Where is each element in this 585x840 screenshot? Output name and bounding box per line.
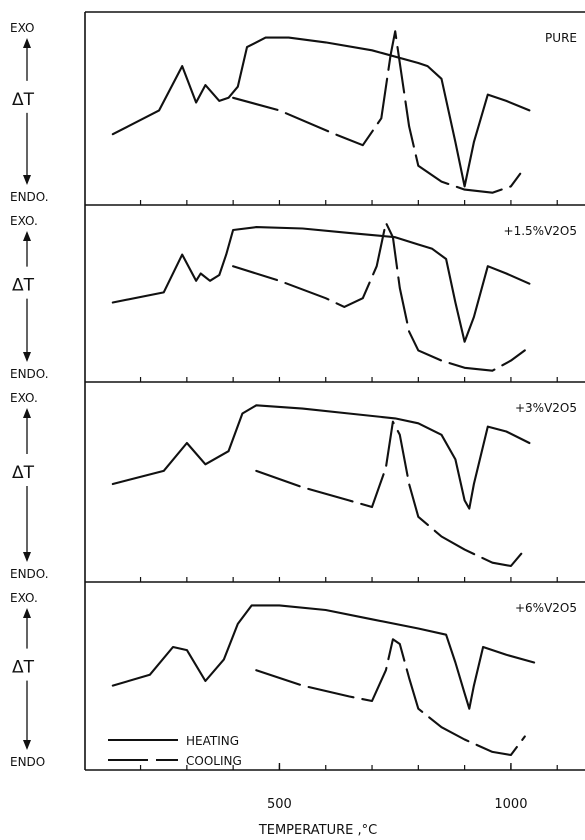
panel-4: EXO. ΔT ENDO +6%V2O5 <box>10 581 585 771</box>
cooling-curve <box>255 638 526 757</box>
heating-curve <box>111 226 531 343</box>
exo-label: EXO <box>10 21 34 35</box>
exo-arrowhead <box>23 608 31 618</box>
panel-label: +3%V2O5 <box>515 401 577 415</box>
cooling-curve <box>232 30 522 194</box>
panel-2: EXO. ΔT ENDO. +1.5%V2O5 <box>10 204 585 382</box>
legend-label-heating: HEATING <box>186 734 239 748</box>
panel-1: EXO ΔT ENDO. PURE <box>10 11 585 205</box>
exo-label: EXO. <box>10 591 38 605</box>
endo-label: ENDO. <box>10 367 49 381</box>
endo-arrowhead <box>23 352 31 362</box>
heating-curve <box>111 404 531 510</box>
endo-arrowhead <box>23 552 31 562</box>
delta-t-label: ΔT <box>12 463 35 483</box>
endo-label: ENDO <box>10 755 45 769</box>
exo-arrowhead <box>23 408 31 418</box>
endo-arrowhead <box>23 740 31 750</box>
legend: HEATING COOLING <box>108 734 242 768</box>
legend-label-cooling: COOLING <box>186 754 242 768</box>
panels: EXO ΔT ENDO. PURE EXO. ΔT ENDO. +1.5%V2O5 EXO. ΔT… <box>10 11 585 771</box>
x-axis: 500 1000 TEMPERATURE ,°C <box>258 763 527 838</box>
endo-label: ENDO. <box>10 567 49 581</box>
delta-t-label: ΔT <box>12 90 35 110</box>
x-tick-label: 500 <box>267 797 292 812</box>
delta-t-label: ΔT <box>12 658 35 678</box>
endo-label: ENDO. <box>10 190 49 204</box>
exo-label: EXO. <box>10 391 38 405</box>
cooling-curve <box>232 221 526 372</box>
delta-t-label: ΔT <box>12 276 35 296</box>
panel-label: PURE <box>545 31 577 45</box>
heating-curve <box>111 604 536 710</box>
x-axis-title: TEMPERATURE ,°C <box>258 823 377 838</box>
panel-label: +6%V2O5 <box>515 601 577 615</box>
panel-label: +1.5%V2O5 <box>504 224 577 238</box>
cooling-curve <box>255 420 526 568</box>
panel-3: EXO. ΔT ENDO. +3%V2O5 <box>10 381 585 582</box>
x-tick-label: 1000 <box>494 797 527 812</box>
heating-curve <box>111 36 531 188</box>
exo-label: EXO. <box>10 214 38 228</box>
exo-arrowhead <box>23 231 31 241</box>
exo-arrowhead <box>23 38 31 48</box>
endo-arrowhead <box>23 175 31 185</box>
